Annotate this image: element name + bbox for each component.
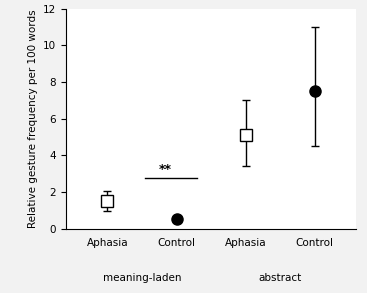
Text: **: ** — [158, 163, 171, 176]
Text: abstract: abstract — [258, 273, 302, 283]
Y-axis label: Relative gesture frequency per 100 words: Relative gesture frequency per 100 words — [28, 9, 37, 228]
Text: meaning-laden: meaning-laden — [103, 273, 181, 283]
